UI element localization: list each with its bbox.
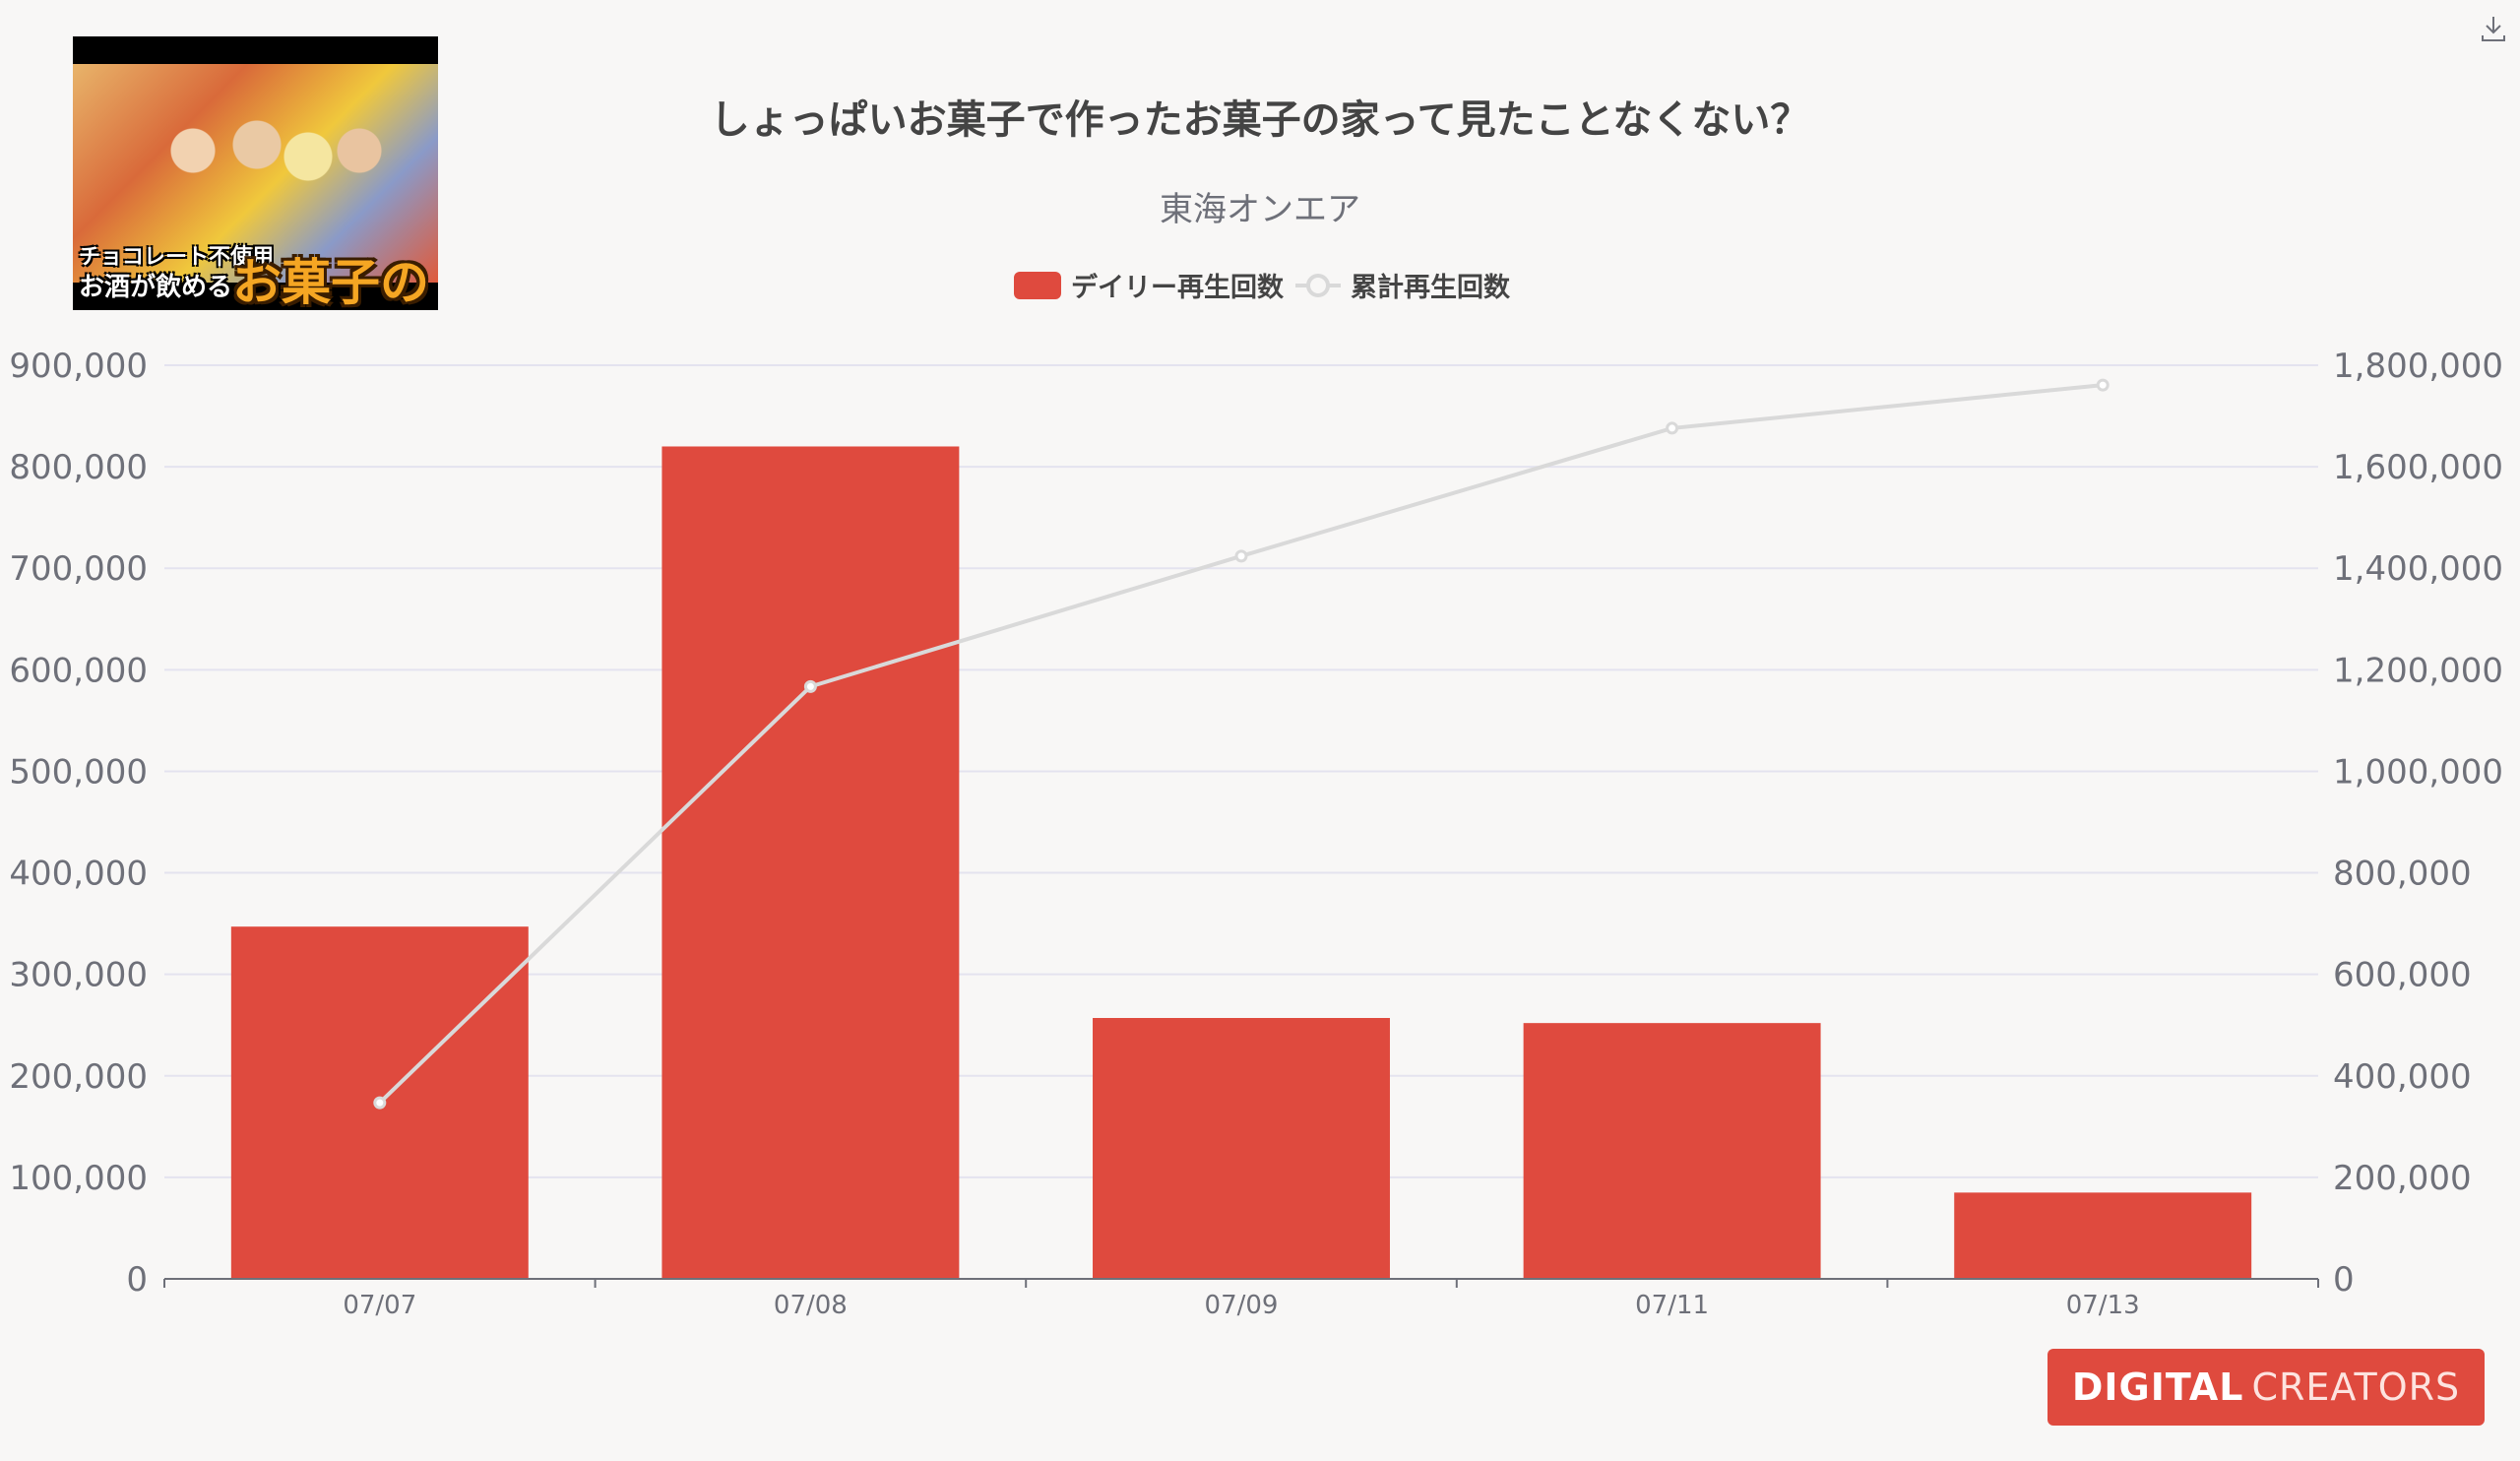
download-icon[interactable]: [2479, 14, 2508, 43]
y-left-tick-label: 200,000: [9, 1057, 148, 1097]
logo-text-bold: DIGITAL: [2071, 1366, 2244, 1409]
axes: [163, 1278, 2319, 1288]
y-right-tick-label: 1,800,000: [2333, 347, 2503, 386]
y-right-tick-label: 1,000,000: [2333, 752, 2503, 792]
thumbnail-image: チョコレート不使用 お酒が飲める お菓子の家: [73, 64, 438, 310]
line-point[interactable]: [803, 679, 817, 693]
line-point[interactable]: [1666, 421, 1679, 435]
x-tick-label: 07/09: [1205, 1291, 1279, 1320]
bar[interactable]: [1093, 1018, 1390, 1279]
x-tick-label: 07/13: [2066, 1291, 2140, 1320]
y-right-tick-label: 1,600,000: [2333, 448, 2503, 487]
y-left-tick-label: 500,000: [9, 752, 148, 792]
thumbnail-people: [142, 103, 398, 222]
legend-bar-swatch[interactable]: [1014, 272, 1061, 299]
chart-subtitle: 東海オンエア: [1160, 190, 1360, 229]
chart-title: しょっぱいお菓子で作ったお菓子の家って見たことなくない？: [711, 97, 1810, 143]
y-right-tick-label: 1,200,000: [2333, 651, 2503, 690]
thumbnail-caption-mid: お酒が飲める: [79, 273, 233, 302]
y-left-tick-label: 900,000: [9, 347, 148, 386]
bars: [230, 446, 2252, 1279]
bar[interactable]: [1523, 1023, 1821, 1279]
y-left-tick-label: 0: [126, 1260, 148, 1300]
digital-creators-logo: DIGITAL CREATORS: [2048, 1349, 2485, 1426]
y-right-tick-label: 0: [2333, 1260, 2355, 1300]
bar[interactable]: [1954, 1192, 2252, 1279]
cumulative-line-path: [378, 383, 2104, 1105]
y-left-tick-label: 400,000: [9, 855, 148, 894]
cumulative-line: [373, 378, 2110, 1110]
y-left-tick-label: 300,000: [9, 956, 148, 995]
logo-text-light: CREATORS: [2251, 1366, 2461, 1409]
y-right-tick-label: 1,400,000: [2333, 549, 2503, 589]
line-point[interactable]: [373, 1096, 387, 1110]
y-left-tick-label: 800,000: [9, 448, 148, 487]
legend-line-marker[interactable]: [1306, 274, 1330, 297]
axis-labels: 0 100,000 200,000 300,000 400,000 500,000 600,…: [9, 347, 2503, 1320]
legend[interactable]: デイリー再生回数 累計再生回数: [1014, 272, 1511, 303]
legend-bar-label[interactable]: デイリー再生回数: [1071, 272, 1285, 303]
line-point[interactable]: [1234, 549, 1248, 563]
y-left-tick-label: 700,000: [9, 549, 148, 589]
thumbnail-caption-top: チョコレート不使用: [79, 245, 275, 270]
legend-line-label[interactable]: 累計再生回数: [1351, 272, 1511, 303]
bar[interactable]: [662, 446, 960, 1279]
y-right-tick-label: 600,000: [2333, 956, 2472, 995]
x-tick-label: 07/11: [1635, 1291, 1709, 1320]
video-thumbnail: チョコレート不使用 お酒が飲める お菓子の家: [73, 36, 438, 310]
y-left-tick-label: 600,000: [9, 651, 148, 690]
y-right-tick-label: 400,000: [2333, 1057, 2472, 1097]
line-point[interactable]: [2096, 378, 2110, 392]
x-tick-label: 07/07: [343, 1291, 416, 1320]
y-right-tick-label: 200,000: [2333, 1159, 2472, 1198]
thumbnail-caption-big: お菓子の家: [232, 254, 429, 310]
y-right-tick-label: 800,000: [2333, 855, 2472, 894]
x-tick-label: 07/08: [774, 1291, 848, 1320]
y-left-tick-label: 100,000: [9, 1159, 148, 1198]
